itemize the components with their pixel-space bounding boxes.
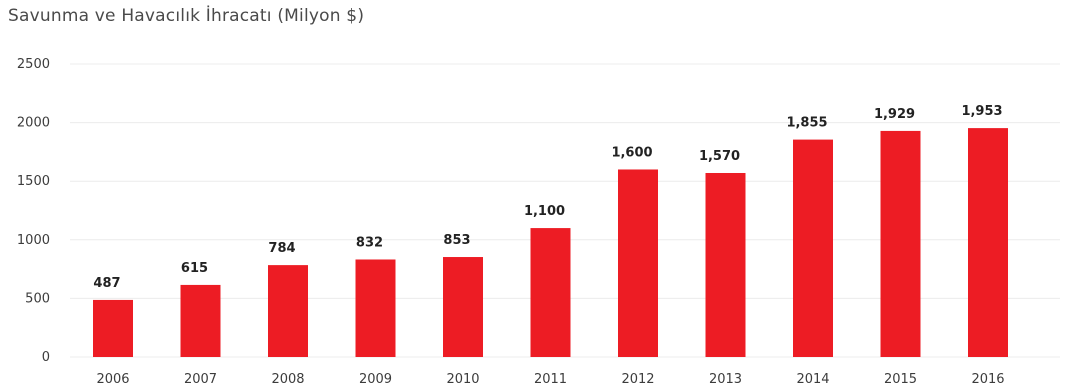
bar-2013: [705, 172, 746, 357]
x-tick-label: 2015: [884, 372, 917, 387]
bar-2009: [355, 259, 396, 357]
y-tick-label: 1500: [17, 174, 50, 189]
data-labels: 487 615 784 832 853 1,100 1,600 1,570 1,855 1,929…: [93, 104, 1002, 291]
x-tick-label: 2013: [709, 372, 742, 387]
y-tick-label: 2000: [17, 116, 50, 131]
x-tick-label: 2006: [96, 372, 129, 387]
data-label: 1,953: [961, 104, 1002, 119]
y-axis-ticks: 0 500 1000 1500 2000 2500: [17, 57, 50, 365]
x-tick-label: 2012: [621, 372, 654, 387]
x-tick-label: 2007: [184, 372, 217, 387]
data-label: 487: [93, 276, 120, 291]
bar-2010: [443, 257, 483, 357]
x-axis-ticks: 2006 2007 2008 2009 2010 2011 2012 2013 2014 2015…: [96, 372, 1004, 387]
chart-title: Savunma ve Havacılık İhracatı (Milyon $): [8, 6, 365, 26]
x-tick-label: 2010: [446, 372, 479, 387]
y-tick-label: 0: [42, 350, 50, 365]
data-label: 1,855: [786, 116, 827, 131]
bar-2015: [880, 130, 921, 357]
x-tick-label: 2016: [971, 372, 1004, 387]
bar-2011: [530, 228, 571, 357]
data-label: 1,570: [699, 149, 740, 164]
bars: [93, 128, 1008, 357]
x-tick-label: 2008: [271, 372, 304, 387]
bar-2016: [968, 128, 1008, 357]
x-tick-label: 2014: [796, 372, 829, 387]
y-tick-label: 1000: [17, 233, 50, 248]
x-tick-label: 2009: [359, 372, 392, 387]
y-tick-label: 2500: [17, 57, 50, 72]
data-label: 853: [443, 233, 470, 248]
y-tick-label: 500: [25, 291, 50, 306]
bar-2006: [93, 299, 133, 357]
data-label: 1,600: [611, 145, 652, 160]
bar-2008: [268, 265, 308, 357]
data-label: 615: [181, 261, 208, 276]
data-label: 1,929: [874, 107, 915, 122]
x-tick-label: 2011: [534, 372, 567, 387]
bar-2007: [180, 284, 221, 357]
data-label: 784: [268, 241, 295, 256]
data-label: 832: [356, 235, 383, 250]
bar-2014: [793, 139, 833, 357]
data-label: 1,100: [524, 204, 565, 219]
bar-2012: [618, 169, 658, 357]
